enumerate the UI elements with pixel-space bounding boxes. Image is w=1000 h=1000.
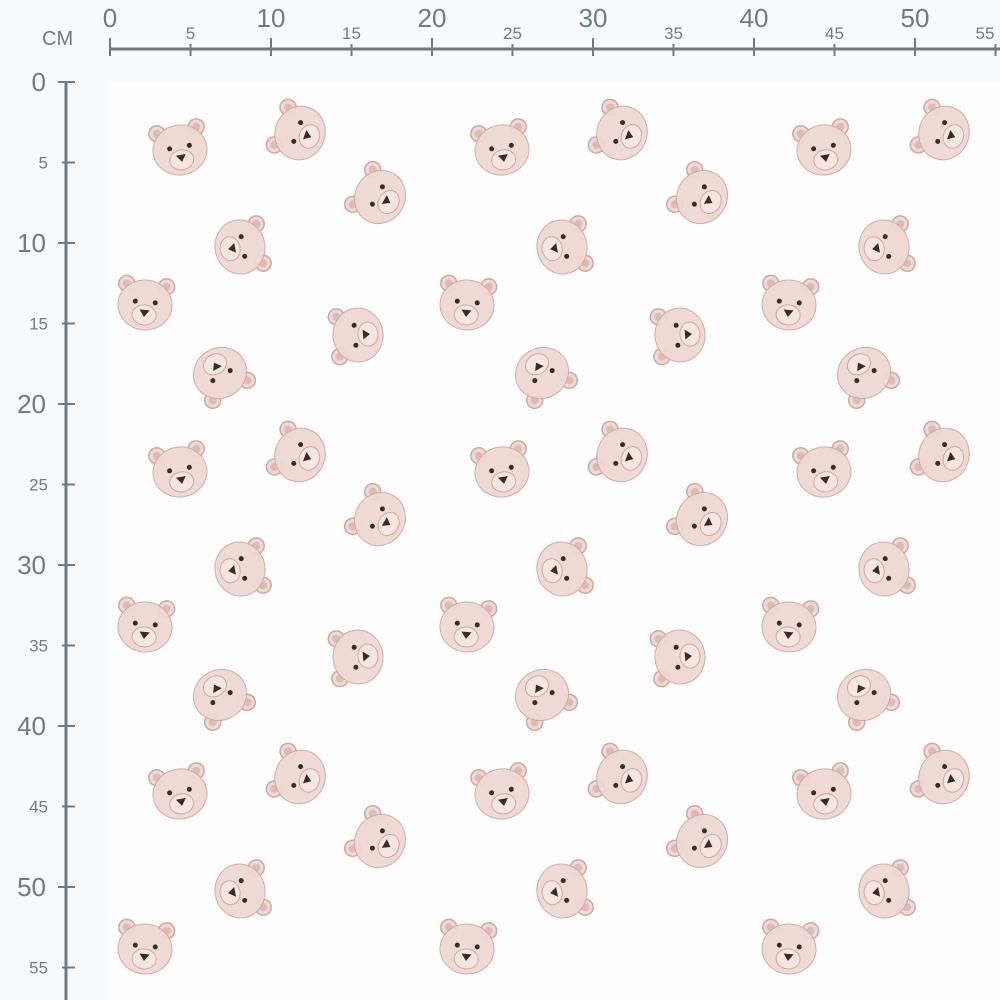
teddy-bear-icon xyxy=(761,274,820,331)
teddy-bear-icon xyxy=(117,274,176,331)
teddy-bear-icon xyxy=(792,762,852,820)
ruler-tick-label: 5 xyxy=(186,24,195,43)
teddy-bear-icon xyxy=(909,742,970,805)
ruler-tick-label: 25 xyxy=(503,24,522,43)
teddy-bear-icon xyxy=(836,668,901,732)
teddy-bear-icon xyxy=(587,742,648,805)
teddy-bear-icon xyxy=(909,98,970,161)
teddy-bear-icon xyxy=(665,160,729,225)
ruler-tick-label: 20 xyxy=(418,3,447,33)
teddy-bear-icon xyxy=(761,596,820,653)
teddy-bear-icon xyxy=(265,742,326,805)
ruler-tick-label: 35 xyxy=(664,24,683,43)
teddy-bear-icon xyxy=(649,629,706,688)
teddy-bear-icon xyxy=(327,307,384,366)
teddy-bear-icon xyxy=(192,668,257,732)
teddy-bear-icon xyxy=(265,420,326,483)
teddy-bear-icon xyxy=(836,346,901,410)
teddy-bear-icon xyxy=(470,762,530,820)
teddy-bear-icon xyxy=(148,762,208,820)
teddy-bear-icon xyxy=(265,98,326,161)
teddy-bear-icon xyxy=(148,118,208,176)
teddy-bear-icon xyxy=(214,537,272,597)
teddy-bear-icon xyxy=(536,215,594,275)
teddy-bear-icon xyxy=(665,482,729,547)
teddy-bear-icon xyxy=(665,804,729,869)
ruler-tick-label: 15 xyxy=(342,24,361,43)
teddy-bear-icon xyxy=(214,859,272,919)
teddy-bear-icon xyxy=(470,440,530,498)
fabric-pattern xyxy=(110,82,1000,1000)
ruler-tick-label: 40 xyxy=(740,3,769,33)
ruler-tick-label: 50 xyxy=(17,872,46,902)
teddy-bear-icon xyxy=(858,215,916,275)
ruler-tick-label: 45 xyxy=(825,24,844,43)
teddy-bear-icon xyxy=(117,918,176,975)
unit-label: CM xyxy=(42,28,73,50)
teddy-bear-icon xyxy=(470,118,530,176)
horizontal-ruler: 0 5 10 15 20 25 30 35 40 45 50 55 xyxy=(103,3,1000,56)
teddy-bear-icon xyxy=(514,668,579,732)
teddy-bear-icon xyxy=(439,274,498,331)
teddy-bear-icon xyxy=(117,596,176,653)
ruler-tick-label: 0 xyxy=(103,3,117,33)
teddy-bear-icon xyxy=(536,859,594,919)
ruler-tick-label: 50 xyxy=(901,3,930,33)
teddy-bear-icon xyxy=(587,420,648,483)
teddy-bear-icon xyxy=(214,215,272,275)
teddy-bear-icon xyxy=(343,482,407,547)
teddy-bear-icon xyxy=(439,596,498,653)
ruler-tick-label: 35 xyxy=(29,637,48,656)
vertical-ruler: 0 5 10 15 20 25 30 35 40 45 50 55 xyxy=(17,67,75,1000)
teddy-bear-icon xyxy=(858,859,916,919)
teddy-bear-icon xyxy=(343,804,407,869)
ruler-tick-label: 10 xyxy=(17,228,46,258)
ruler-tick-label: 40 xyxy=(17,711,46,741)
ruler-tick-label: 55 xyxy=(29,959,48,978)
ruler-tick-label: 5 xyxy=(39,154,48,173)
ruler-tick-label: 20 xyxy=(17,389,46,419)
teddy-bear-icon xyxy=(909,420,970,483)
teddy-bear-icon xyxy=(192,346,257,410)
teddy-bear-icon xyxy=(792,118,852,176)
teddy-bear-icon xyxy=(514,346,579,410)
ruler-tick-label: 45 xyxy=(29,798,48,817)
teddy-bear-icon xyxy=(439,918,498,975)
ruler-tick-label: 0 xyxy=(32,67,46,97)
teddy-bear-icon xyxy=(761,918,820,975)
teddy-bear-icon xyxy=(649,307,706,366)
ruler-tick-label: 15 xyxy=(29,315,48,334)
teddy-bear-icon xyxy=(587,98,648,161)
teddy-bear-icon xyxy=(343,160,407,225)
teddy-bear-icon xyxy=(858,537,916,597)
teddy-bear-icon xyxy=(327,629,384,688)
ruler-tick-label: 55 xyxy=(976,24,995,43)
teddy-bear-icon xyxy=(536,537,594,597)
ruler-tick-label: 30 xyxy=(17,550,46,580)
teddy-bear-icon xyxy=(792,440,852,498)
ruler-tick-label: 25 xyxy=(29,476,48,495)
ruler-tick-label: 30 xyxy=(579,3,608,33)
ruler-tick-label: 10 xyxy=(257,3,286,33)
teddy-bear-icon xyxy=(148,440,208,498)
